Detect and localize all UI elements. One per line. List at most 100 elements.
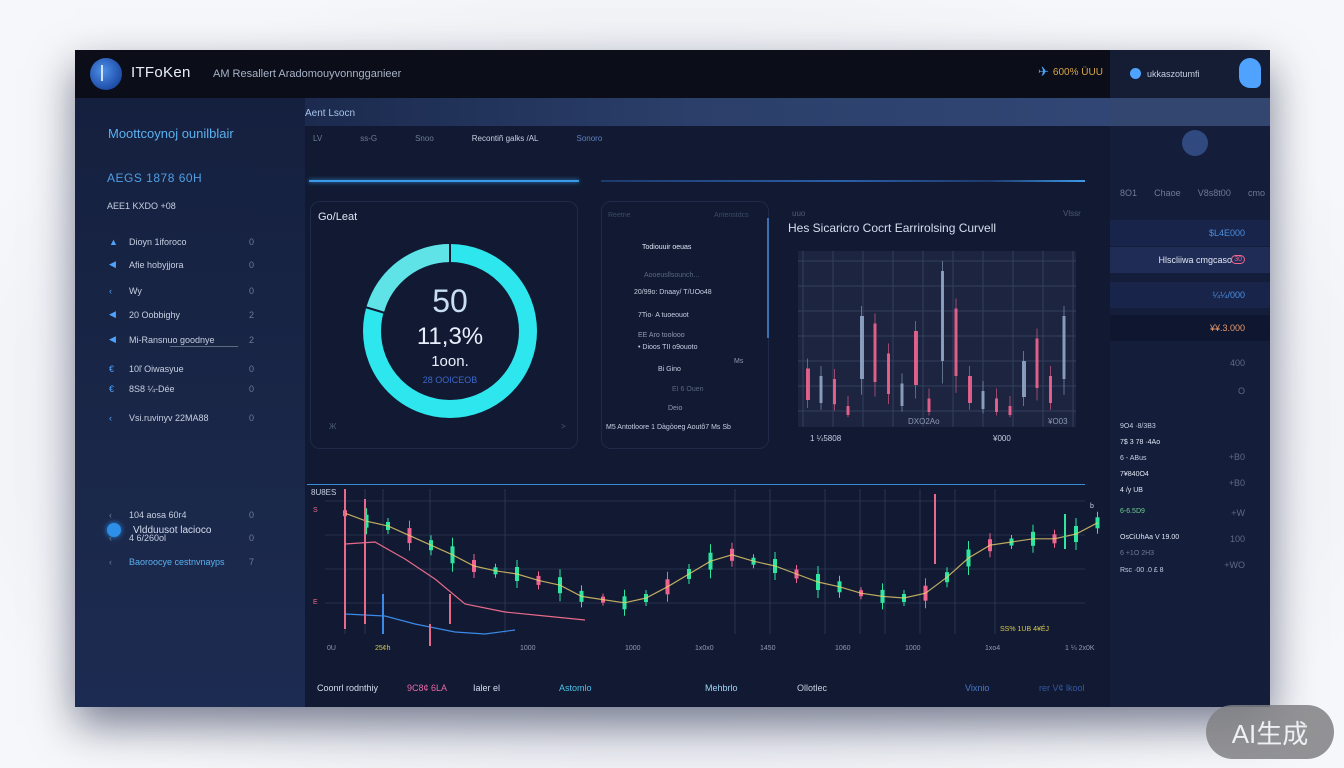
gauge-card: Go/Leat 50 11,3% 1oon. 28 OOICEOB Ж > bbox=[310, 201, 578, 449]
right-panel-value: 100 bbox=[1229, 534, 1245, 544]
svg-text:1000: 1000 bbox=[520, 645, 536, 652]
gauge-subtext: 28 OOICEOB bbox=[422, 375, 478, 385]
right-panel-row[interactable]: Hlscliiwa cmgcaso 30 bbox=[1110, 247, 1270, 273]
sidebar-item-count: 0 bbox=[249, 413, 255, 423]
nav-arrow-icon: ‹ bbox=[109, 413, 112, 423]
sidebar-item[interactable]: ◀ Mi-Ransnuo goodnye 2 bbox=[109, 334, 259, 345]
hist-footer-left: 1 ¼5808 bbox=[810, 434, 842, 443]
tab-4[interactable]: Sonoro bbox=[576, 134, 603, 143]
sidebar-sub-item[interactable]: ‹ 104 aosa 60r4 0 bbox=[109, 510, 259, 520]
details-line: Ms bbox=[734, 358, 744, 365]
sidebar-item-count: 0 bbox=[249, 237, 255, 247]
sidebar-stat: AEE1 KXDO +08 bbox=[107, 201, 176, 211]
username[interactable]: ukkaszotumfi bbox=[1147, 69, 1200, 79]
sidebar-item[interactable]: ▲ Dioyn 1iforoco 0 bbox=[109, 237, 259, 247]
footer-item[interactable]: rer V¢ lkool bbox=[1039, 683, 1085, 693]
sidebar-sub-item[interactable]: ‹ 4 6/260ol 0 bbox=[109, 533, 259, 543]
sidebar-item-label: 20 Oobbighy bbox=[129, 309, 181, 320]
tab-2[interactable]: Snoo bbox=[415, 134, 434, 143]
price-chart-label: 8U8ES bbox=[311, 488, 337, 497]
footer-item[interactable]: Vixnio bbox=[965, 683, 990, 693]
footer-item[interactable]: Ollotlec bbox=[797, 683, 828, 693]
svg-text:1 ¼ 2x0K: 1 ¼ 2x0K bbox=[1065, 645, 1095, 652]
nav-arrow-icon: ‹ bbox=[109, 286, 112, 296]
svg-text:E: E bbox=[313, 599, 318, 606]
svg-text:1x0x0: 1x0x0 bbox=[695, 645, 714, 652]
histogram-card: uuo Vlssr Hes Sicaricro Cocrt Earrirolsi… bbox=[788, 201, 1092, 449]
right-panel-columns: 8O1 Chaoe V8s8t00 cmo bbox=[1120, 188, 1265, 198]
svg-text:1450: 1450 bbox=[760, 645, 776, 652]
details-line: EI 6 Ouen bbox=[672, 386, 704, 393]
tab-1[interactable]: ss-G bbox=[360, 134, 378, 143]
nav-arrow-icon: € bbox=[109, 384, 115, 394]
gauge-corner-left: Ж bbox=[329, 422, 337, 431]
performance-indicator[interactable]: ✈ 600% ÜUU bbox=[1038, 64, 1103, 80]
sidebar-item[interactable]: €8S8 ¼-Dée 0 bbox=[109, 384, 259, 394]
right-panel-value: +WO bbox=[1224, 560, 1245, 570]
right-panel-list-item: 7¥840O4 bbox=[1120, 471, 1149, 478]
gauge-label: Go/Leat bbox=[318, 211, 358, 223]
footer-item[interactable]: Mehbrlo bbox=[705, 683, 738, 693]
top-bar: ITFoKen AM Resallert Aradomouyvonngganie… bbox=[75, 50, 1270, 98]
performance-value: 600% ÜUU bbox=[1052, 66, 1103, 78]
tab-0[interactable]: LV bbox=[313, 134, 323, 143]
right-panel-avatar-icon[interactable] bbox=[1182, 130, 1208, 156]
hist-footer-right: ¥000 bbox=[993, 434, 1011, 443]
sidebar-sub-item[interactable]: ‹ Baoroocye cestnvnayps 7 bbox=[109, 557, 259, 567]
nav-arrow-icon: ◀ bbox=[109, 334, 116, 344]
right-panel-row[interactable]: ¥¥.3.000 bbox=[1110, 315, 1270, 341]
gauge-value: 50 bbox=[432, 283, 468, 319]
nav-arrow-icon: € bbox=[109, 364, 115, 374]
right-panel-badge: 30 bbox=[1231, 255, 1245, 264]
details-line: Aooeusllsounch... bbox=[644, 272, 700, 279]
right-panel-value: O bbox=[1237, 386, 1245, 396]
svg-text:1xo4: 1xo4 bbox=[985, 645, 1000, 652]
details-card: Reetne Antenstdcs Todiouuir oeuas Aooeusl… bbox=[601, 201, 769, 449]
footer-item[interactable]: Ialer el bbox=[473, 683, 501, 693]
sidebar-item-count: 0 bbox=[249, 364, 255, 374]
svg-text:1000: 1000 bbox=[625, 645, 641, 652]
right-panel-list-item: 6 - ABus bbox=[1120, 455, 1147, 462]
svg-text:1000: 1000 bbox=[905, 645, 921, 652]
app-logo-icon[interactable] bbox=[90, 58, 122, 90]
sidebar-item[interactable]: ◀ Afie hobyjjora 0 bbox=[109, 259, 259, 270]
main-header-title: Aent Lsocn bbox=[305, 108, 356, 119]
footer-item[interactable]: 9C8¢ 6LA bbox=[407, 683, 448, 693]
details-line: Deio bbox=[668, 405, 683, 412]
nav-arrow-icon: ▲ bbox=[109, 237, 118, 247]
right-panel-list-item: 4 /y UB bbox=[1120, 487, 1143, 494]
progress-bar-2 bbox=[601, 180, 1085, 182]
right-panel-col: Chaoe bbox=[1154, 188, 1181, 198]
sidebar-item-label: 10ľ Oiwasyue bbox=[129, 364, 184, 374]
ai-watermark: AI生成 bbox=[1206, 705, 1334, 759]
right-panel-value: +B0 bbox=[1228, 478, 1245, 488]
details-scrollbar[interactable] bbox=[767, 218, 769, 338]
sidebar-item[interactable]: ◀ 20 Oobbighy 2 bbox=[109, 309, 259, 320]
footer-item[interactable]: Coonrl rodnthiy bbox=[317, 683, 379, 693]
right-panel-row-value: $L4E000 bbox=[1208, 228, 1245, 238]
right-panel-row[interactable]: $L4E000 bbox=[1110, 220, 1270, 246]
gauge-corner-right: > bbox=[561, 422, 566, 431]
tab-3[interactable]: Recontiñ galks /AL bbox=[471, 134, 539, 143]
right-panel-list-item: 6-6.5D9 bbox=[1120, 508, 1145, 515]
sidebar-item-count: 0 bbox=[249, 259, 255, 270]
sidebar-item[interactable]: €10ľ Oiwasyue 0 bbox=[109, 364, 259, 374]
rocket-icon: ✈ bbox=[1038, 64, 1049, 79]
details-line: 7Tio· A tuoeouot bbox=[638, 312, 689, 319]
hist-footer-mid: DXO2Ao bbox=[908, 417, 940, 426]
sidebar-item-count: 2 bbox=[249, 334, 255, 345]
progress-bar-1 bbox=[309, 180, 579, 182]
footer-bar: Coonrl rodnthiy 9C8¢ 6LA Ialer el Astomlo Me… bbox=[305, 669, 1110, 707]
nav-arrow-icon: ◀ bbox=[109, 309, 116, 319]
sidebar-item[interactable]: ‹ Wy 0 bbox=[109, 286, 259, 296]
sidebar-item-count: 0 bbox=[249, 384, 255, 394]
right-panel-col: 8O1 bbox=[1120, 188, 1138, 198]
right-panel-row[interactable]: ¼¼/000 bbox=[1110, 282, 1270, 308]
avatar-icon[interactable] bbox=[1239, 58, 1261, 88]
right-panel-list-item: OsCiUhAa V 19.00 bbox=[1120, 534, 1180, 541]
sidebar-section-2[interactable]: Vldduusot lacioco bbox=[107, 523, 211, 537]
sidebar-item-label: Mi-Ransnuo goodnye bbox=[129, 334, 215, 345]
sidebar-divider bbox=[170, 346, 238, 347]
footer-item[interactable]: Astomlo bbox=[559, 683, 592, 693]
sidebar-item[interactable]: ‹ Vsi.ruvinyv 22MA88 0 bbox=[109, 413, 259, 423]
